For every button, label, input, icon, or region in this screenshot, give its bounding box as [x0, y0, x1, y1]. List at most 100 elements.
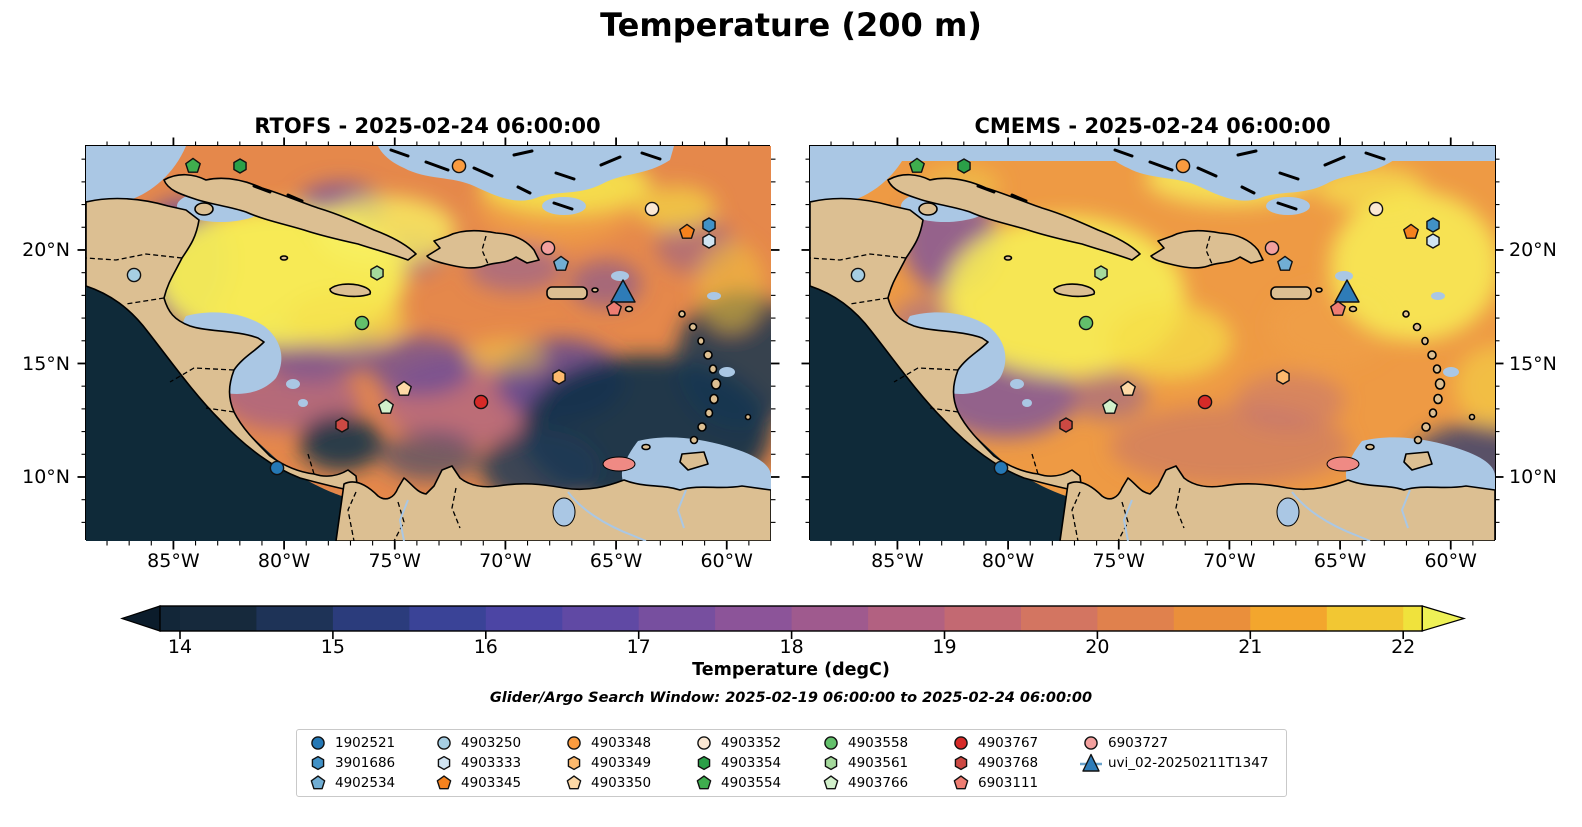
marker-1902521	[990, 457, 1012, 483]
legend-entry-4903554: 4903554	[693, 773, 781, 793]
marker-4903350	[393, 378, 415, 404]
legend-entry-4903561: 4903561	[820, 753, 908, 773]
marker-4903767	[1194, 391, 1216, 417]
pentagon-icon	[436, 775, 452, 790]
colorbar-tick: 17	[626, 636, 651, 658]
legend-entry-4903349: 4903349	[563, 753, 651, 773]
marker-4903345	[676, 221, 698, 247]
legend-label: 4903333	[461, 755, 522, 771]
marker-4903352	[641, 198, 663, 224]
colorbar-tick: 21	[1238, 636, 1263, 658]
legend-entry-4903345: 4903345	[433, 773, 521, 793]
map-panel-cmems: 85°W 80°W 75°W 70°W 65°W 60°W 20°N 15°N 10°N	[801, 137, 1557, 572]
pentagon-icon	[696, 775, 712, 790]
marker-4903554	[182, 155, 204, 181]
circle-icon	[1084, 736, 1098, 750]
legend-entry-4903354: 4903354	[693, 753, 781, 773]
colorbar-tick: 19	[932, 636, 957, 658]
marker-4903333	[1422, 230, 1444, 256]
x-tick-label: 65°W	[1313, 550, 1367, 572]
colorbar-tick: 15	[320, 636, 345, 658]
hexagon-icon	[824, 755, 838, 771]
legend-entry-4903333: 4903333	[433, 753, 521, 773]
legend-label: 4903350	[591, 775, 652, 791]
marker-4903348	[1172, 155, 1194, 181]
legend-label: uvi_02-20250211T1347	[1108, 755, 1269, 771]
marker-4903345	[1400, 221, 1422, 247]
legend-box: 1902521 3901686 4902534 4903250 4903333 49033…	[296, 729, 1287, 797]
marker-4903766	[1099, 396, 1121, 422]
legend-entry-1902521: 1902521	[307, 733, 395, 753]
marker-4902534	[1274, 253, 1296, 279]
circle-icon	[311, 736, 325, 750]
legend-label: 4903349	[591, 755, 652, 771]
figure-title: Temperature (200 m)	[600, 6, 982, 44]
hexagon-icon	[311, 755, 325, 771]
legend-entry-4903352: 4903352	[693, 733, 781, 753]
circle-icon	[954, 736, 968, 750]
marker-4903333	[698, 230, 720, 256]
map-cmems	[810, 146, 1495, 541]
colorbar-label: Temperature (degC)	[692, 660, 890, 680]
marker-4903558	[1075, 312, 1097, 338]
y-tick-label: 15°N	[22, 352, 70, 375]
marker-4903554	[906, 155, 928, 181]
legend-entry-6903111: 6903111	[950, 773, 1038, 793]
legend-label: 4902534	[335, 775, 396, 791]
colorbar-tick: 22	[1391, 636, 1416, 658]
legend-label: 3901686	[335, 755, 396, 771]
x-tick-label: 85°W	[871, 550, 924, 572]
marker-3901686	[698, 214, 720, 240]
glider-triangle-icon	[1080, 753, 1102, 772]
search-window-subtitle: Glider/Argo Search Window: 2025-02-19 06…	[489, 690, 1093, 706]
legend-label: 4903766	[848, 775, 909, 791]
hexagon-icon	[437, 755, 451, 771]
circle-icon	[437, 736, 451, 750]
marker-4903350	[1117, 378, 1139, 404]
legend-label: 4903354	[721, 755, 782, 771]
colorbar-tick: 16	[473, 636, 498, 658]
legend-label: 1902521	[335, 735, 396, 751]
marker-6903111	[603, 298, 625, 324]
marker-uvi_02-20250211T1347	[606, 274, 640, 312]
legend-entry-4903558: 4903558	[820, 733, 908, 753]
x-tick-label: 70°W	[479, 550, 532, 572]
y-tick-label: 10°N	[1509, 466, 1557, 488]
legend-entry-4903350: 4903350	[563, 773, 651, 793]
legend-label: 4903768	[978, 755, 1039, 771]
legend-entry-4903348: 4903348	[563, 733, 651, 753]
marker-4903348	[448, 155, 470, 181]
legend-entry-uvi_02-20250211T1347: uvi_02-20250211T1347	[1080, 753, 1268, 773]
marker-6903727	[537, 237, 559, 263]
pentagon-icon	[953, 775, 969, 790]
hexagon-icon	[697, 755, 711, 771]
legend-label: 4903352	[721, 735, 782, 751]
pentagon-icon	[823, 775, 839, 790]
map-rtofs	[86, 146, 771, 541]
legend-label: 4903348	[591, 735, 652, 751]
x-tick-label: 70°W	[1203, 550, 1256, 572]
legend-entry-6903727: 6903727	[1080, 733, 1168, 753]
colorbar	[116, 604, 1476, 646]
marker-4903561	[366, 262, 388, 288]
legend-label: 6903727	[1108, 735, 1169, 751]
circle-icon	[824, 736, 838, 750]
legend-label: 4903561	[848, 755, 909, 771]
marker-4903558	[351, 312, 373, 338]
marker-4903767	[470, 391, 492, 417]
y-tick-label: 10°N	[22, 466, 70, 488]
marker-uvi_02-20250211T1347	[1330, 274, 1364, 312]
hexagon-icon	[954, 755, 968, 771]
marker-6903111	[1327, 298, 1349, 324]
colorbar-tick: 20	[1085, 636, 1110, 658]
legend-entry-4903767: 4903767	[950, 733, 1038, 753]
legend-label: 4903250	[461, 735, 522, 751]
marker-4903354	[953, 155, 975, 181]
marker-6903727	[1261, 237, 1283, 263]
y-tick-label: 20°N	[22, 239, 70, 261]
marker-4903349	[1272, 366, 1294, 392]
marker-4902534	[550, 253, 572, 279]
marker-4903250	[123, 264, 145, 290]
x-tick-label: 60°W	[1424, 550, 1477, 572]
